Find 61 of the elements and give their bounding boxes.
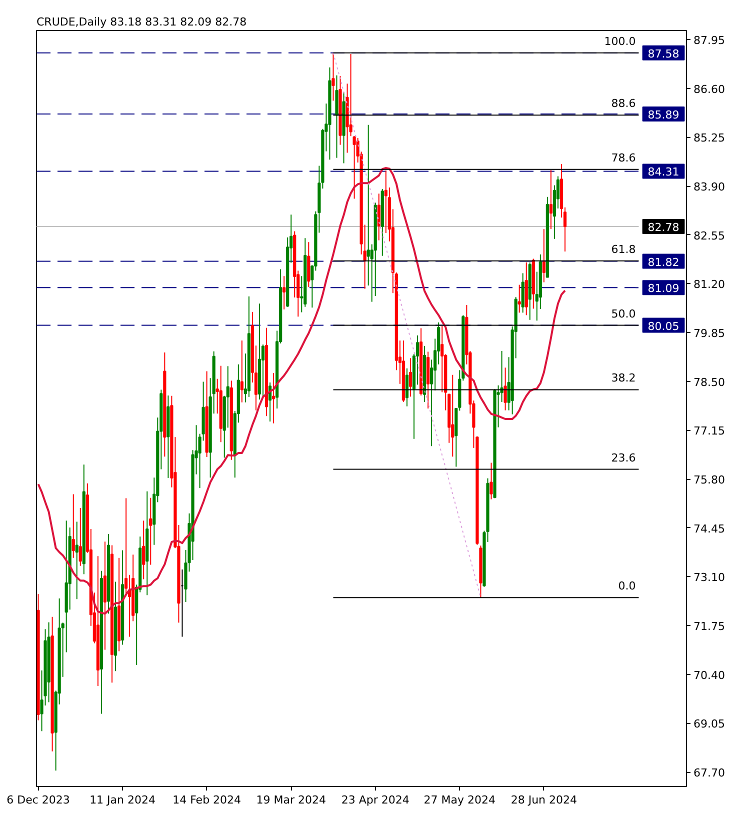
candlestick [405,368,409,407]
candlestick [504,367,507,411]
y-tick-label: 74.45 [694,522,725,536]
series-label: 78.6 [611,151,636,164]
x-tick-label: 19 Mar 2024 [256,794,326,806]
ref-line-label: 87.58 [648,47,680,60]
candlestick [272,372,276,424]
y-tick-label: 71.75 [694,620,725,634]
y-tick-label: 70.40 [694,668,725,682]
y-tick-label: 81.20 [694,278,725,292]
candlestick [75,521,78,600]
candlestick [518,284,521,314]
series-label: 61.8 [611,242,636,256]
y-tick-label: 75.80 [694,474,725,487]
y-tick-label: 73.10 [694,571,725,584]
y-tick-label: 69.05 [694,718,725,731]
candlestick [408,358,412,398]
candlestick [72,494,75,558]
x-tick-label: 28 Jun 2024 [510,794,578,806]
candlestick [542,228,546,283]
line-series [37,166,566,615]
candlestick [490,462,493,500]
y-tick-label: 67.70 [694,766,725,780]
series-label: 0.0 [618,580,636,593]
candlestick [282,276,286,310]
x-tick-label: 11 Jan 2024 [90,794,156,806]
ref-line-label: 80.05 [648,320,680,333]
y-tick-label: 79.85 [694,327,725,340]
ref-line-label: 81.09 [648,282,680,296]
candlestick [451,374,454,458]
y-tick-label: 83.90 [694,180,725,194]
y-tick-label: 82.55 [694,229,725,242]
y-tick-label: 85.25 [694,132,725,145]
series-label: 88.6 [611,97,636,110]
x-tick-label: 6 Dec 2023 [6,794,70,806]
candlestick [352,136,356,200]
ref-line-label: 84.31 [648,166,680,179]
candlestick [549,170,553,230]
y-tick-label: 87.95 [694,34,725,48]
series-label: 50.0 [611,307,636,320]
chart-title: CRUDE,Daily 83.18 83.31 82.09 82.78 [36,16,247,28]
series-label: 23.6 [611,451,636,464]
candlestick [366,124,370,286]
candlestick [78,507,82,566]
ref-line-label: 85.89 [648,108,680,122]
candlestick [332,52,335,102]
x-tick-label: 23 Apr 2024 [341,794,410,806]
y-tick-label: 86.60 [694,82,725,96]
candlestick [142,520,146,580]
ref-line-label: 81.82 [648,256,680,269]
ref-line-label: 82.78 [648,221,680,234]
series-label: 100.0 [604,34,636,48]
x-tick-label: 14 Feb 2024 [172,794,242,806]
candlestick [377,193,380,241]
y-tick-label: 78.50 [694,376,725,389]
candlestick [240,340,244,403]
candlestick [149,497,152,566]
y-tick-label: 77.15 [694,424,725,438]
line-series [332,52,482,598]
x-tick-label: 27 May 2024 [424,794,496,806]
series-label: 38.2 [611,372,636,385]
